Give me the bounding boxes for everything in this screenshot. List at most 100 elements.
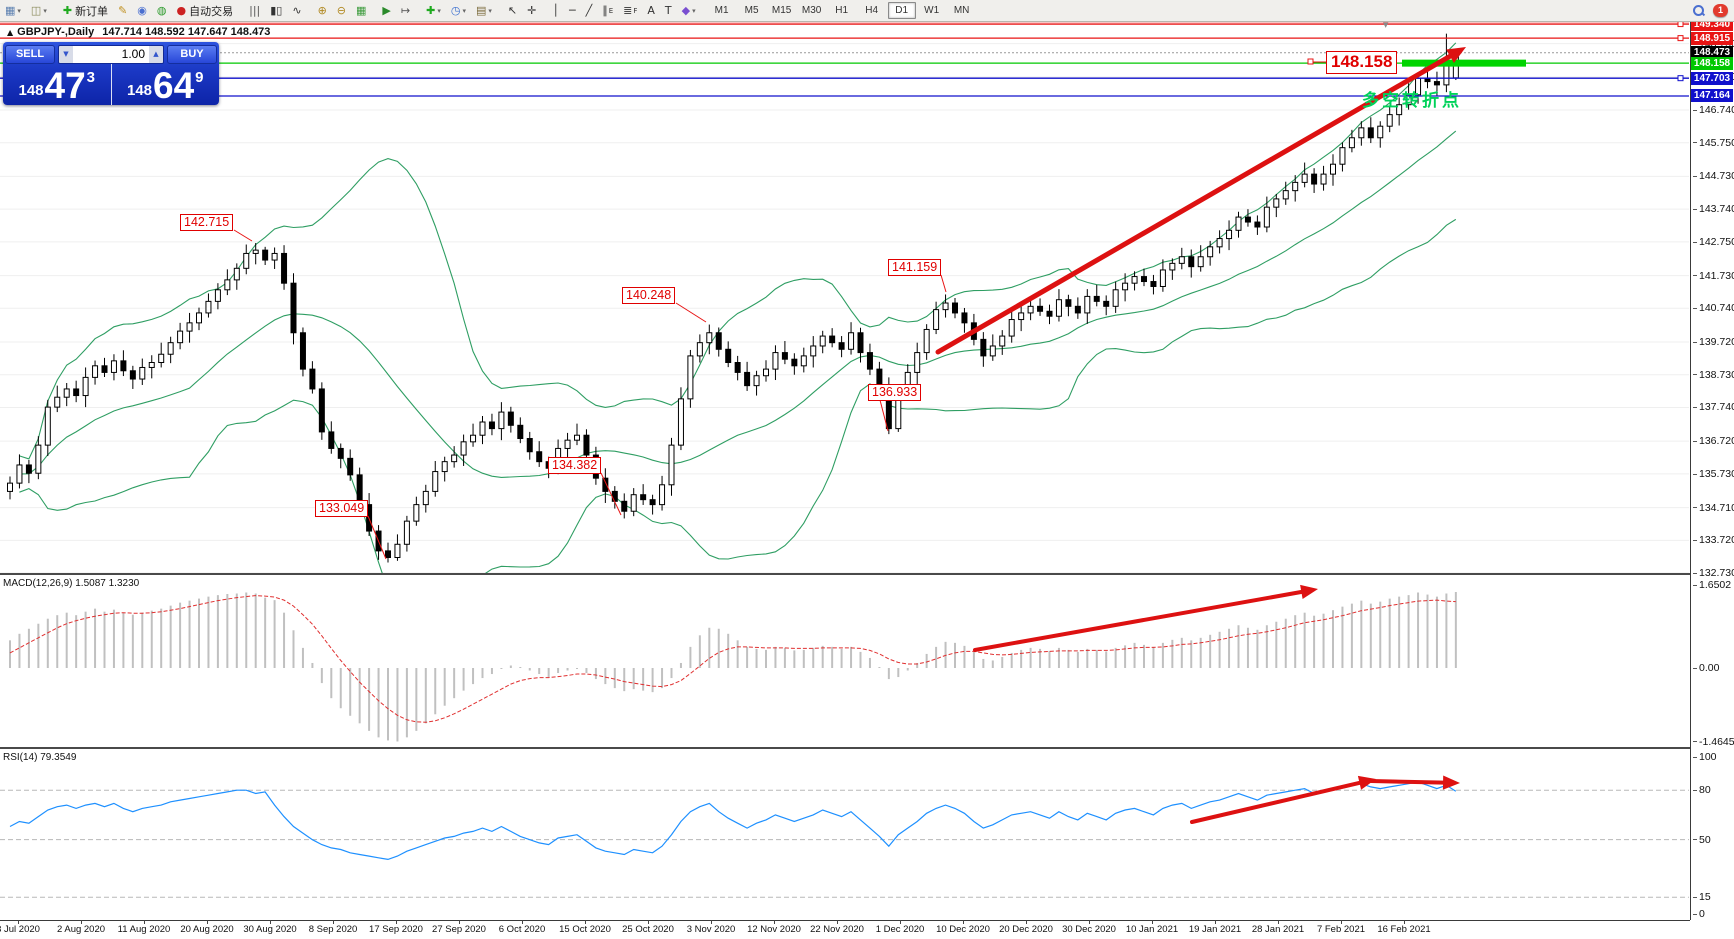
price-chart-canvas[interactable]: [0, 21, 1690, 573]
timeframe-m30[interactable]: M30: [801, 5, 822, 16]
cursor-icon[interactable]: ↖: [504, 1, 521, 20]
buy-price[interactable]: 148 64 9: [112, 64, 220, 105]
crosshair-icon[interactable]: ✛: [523, 1, 540, 20]
periods-icon[interactable]: ◷ ▾: [447, 1, 470, 20]
candlestick-icon[interactable]: ▮▯: [266, 1, 286, 20]
chart-shift-icon[interactable]: ↦: [397, 1, 414, 20]
market-watch-icon[interactable]: ◉: [133, 1, 151, 20]
pane-divider[interactable]: [0, 573, 1690, 575]
date-axis[interactable]: 3 Jul 2020 2 Aug 2020 11 Aug 2020 20 Aug 20…: [0, 920, 1734, 939]
zoom-out-icon[interactable]: ⊖: [333, 1, 350, 20]
rsi-axis-label: 80: [1693, 784, 1711, 796]
arrows-icon-dropdown[interactable]: ▾: [692, 6, 696, 15]
indicators-icon[interactable]: ✚ ▾: [422, 1, 445, 20]
zoom-in-icon: ⊕: [317, 4, 327, 17]
chart-profiles-icon-dropdown[interactable]: ▾: [43, 6, 47, 15]
autotrade-button[interactable]: ● 自动交易: [173, 1, 238, 20]
one-click-trade-panel: SELL ▼ 1.00 ▲ BUY 148 47 3 148 64 9: [3, 42, 219, 105]
price-axis[interactable]: 148.750147.740146.740145.750144.730143.7…: [1690, 17, 1734, 920]
fibonacci-icon[interactable]: ≣ F: [619, 1, 641, 20]
timeframe-d1[interactable]: D1: [887, 2, 916, 19]
arrows-icon[interactable]: ◆ ▾: [678, 1, 700, 20]
rsi-pane-canvas[interactable]: [0, 749, 1690, 920]
sell-price[interactable]: 148 47 3: [3, 64, 112, 105]
date-axis-label: 6 Oct 2020: [498, 924, 546, 935]
sell-price-sup: 3: [86, 69, 96, 86]
date-tick: [81, 920, 82, 924]
templates-icon-dropdown[interactable]: ▾: [488, 6, 492, 15]
buy-button[interactable]: BUY: [167, 44, 217, 64]
crosshair-icon: ✛: [527, 4, 537, 17]
tile-windows-icon[interactable]: ▦: [352, 1, 370, 20]
timeframe-mn[interactable]: MN: [953, 5, 970, 16]
auto-scroll-icon[interactable]: ▶: [378, 1, 394, 20]
volume-decrease-button[interactable]: ▼: [59, 45, 73, 63]
price-axis-label: 143.740: [1693, 203, 1734, 215]
timeframe-h1[interactable]: H1: [835, 5, 849, 16]
macd-pane-canvas[interactable]: [0, 575, 1690, 747]
line-chart-icon[interactable]: ∿: [288, 1, 305, 20]
price-annotation-label[interactable]: 148.158: [1326, 51, 1398, 74]
periods-icon-dropdown[interactable]: ▾: [462, 6, 466, 15]
timeframe-m1[interactable]: M1: [714, 5, 729, 16]
date-tick: [1026, 920, 1027, 924]
indicators-icon: ✚: [426, 4, 436, 17]
notification-badge[interactable]: 1: [1713, 4, 1728, 17]
timeframe-m15[interactable]: M15: [771, 5, 792, 16]
signals-icon[interactable]: ◍: [153, 1, 171, 20]
sell-button[interactable]: SELL: [5, 44, 55, 64]
price-annotation-label[interactable]: 141.159: [888, 259, 942, 276]
price-annotation-label[interactable]: 133.049: [315, 500, 369, 517]
templates-icon[interactable]: ▤ ▾: [472, 1, 496, 20]
zoom-in-icon[interactable]: ⊕: [314, 1, 331, 20]
timeframe-bar: M1 M5 M15 M30 H1 H4 D1 W1 MN: [707, 2, 977, 19]
price-annotation-label[interactable]: 140.248: [622, 287, 676, 304]
macd-axis-label: 1.6502: [1693, 579, 1731, 591]
timeframe-w1[interactable]: W1: [924, 5, 940, 16]
price-axis-label: 135.730: [1693, 468, 1734, 480]
price-annotation-label[interactable]: 134.382: [548, 457, 602, 474]
level-price-tag: 147.703: [1691, 71, 1733, 85]
toolbar-icons: ▦ ▾ ◫ ▾ ✚ 新订单 ✎ ◉ ◍ ● 自动交易 ||| ▮▯ ∿ ⊕ ⊖ ▦ ▶ ↦ ✚ ▾ ◷ ▾ ▤ ▾ ↖ ✛ │ ─ ╱ ∥ E…: [0, 1, 707, 20]
date-tick: [1215, 920, 1216, 924]
date-tick: [711, 920, 712, 924]
timeframe-h4[interactable]: H4: [865, 5, 879, 16]
date-axis-label: 3 Jul 2020: [0, 924, 40, 935]
styler-icon[interactable]: ✎: [114, 1, 131, 20]
price-annotation-label[interactable]: 142.715: [180, 214, 234, 231]
vertical-line-icon[interactable]: │: [548, 1, 563, 20]
chinese-annotation[interactable]: 多空转折点: [1362, 91, 1462, 110]
volume-increase-button[interactable]: ▲: [149, 45, 163, 63]
buy-price-prefix: 148: [126, 82, 153, 99]
timeframe-m5[interactable]: M5: [744, 5, 759, 16]
macd-axis-label: -1.4645: [1693, 736, 1734, 748]
search-icon[interactable]: [1693, 4, 1705, 17]
text-icon[interactable]: A: [643, 1, 659, 20]
label-icon[interactable]: T: [661, 1, 676, 20]
new-order-button[interactable]: ✚ 新订单: [59, 1, 112, 20]
date-tick: [1278, 920, 1279, 924]
new-chart-icon-dropdown[interactable]: ▾: [17, 6, 21, 15]
symbol-period-label: GBPJPY-,Daily: [17, 26, 95, 38]
price-axis-label: 141.730: [1693, 270, 1734, 282]
chart-profiles-icon[interactable]: ◫ ▾: [27, 1, 51, 20]
pane-divider[interactable]: [0, 747, 1690, 749]
trendline-icon[interactable]: ╱: [582, 1, 597, 20]
horizontal-line-icon[interactable]: ─: [565, 1, 580, 20]
volume-input[interactable]: 1.00: [73, 45, 149, 63]
channel-icon[interactable]: ∥ E: [598, 1, 617, 20]
new-chart-icon[interactable]: ▦ ▾: [1, 1, 25, 20]
fibonacci-icon: ≣: [623, 4, 633, 17]
sell-price-prefix: 148: [18, 82, 44, 99]
date-axis-label: 25 Oct 2020: [622, 924, 674, 935]
date-tick: [837, 920, 838, 924]
price-axis-label: 134.710: [1693, 502, 1734, 514]
price-annotation-label[interactable]: 136.933: [868, 384, 922, 401]
price-axis-label: 139.720: [1693, 336, 1734, 348]
date-axis-label: 12 Nov 2020: [747, 924, 801, 935]
auto-scroll-icon: ▶: [382, 4, 391, 17]
chart-shift-icon: ↦: [400, 4, 411, 17]
bar-chart-icon[interactable]: |||: [245, 1, 264, 20]
indicators-icon-dropdown[interactable]: ▾: [437, 6, 441, 15]
